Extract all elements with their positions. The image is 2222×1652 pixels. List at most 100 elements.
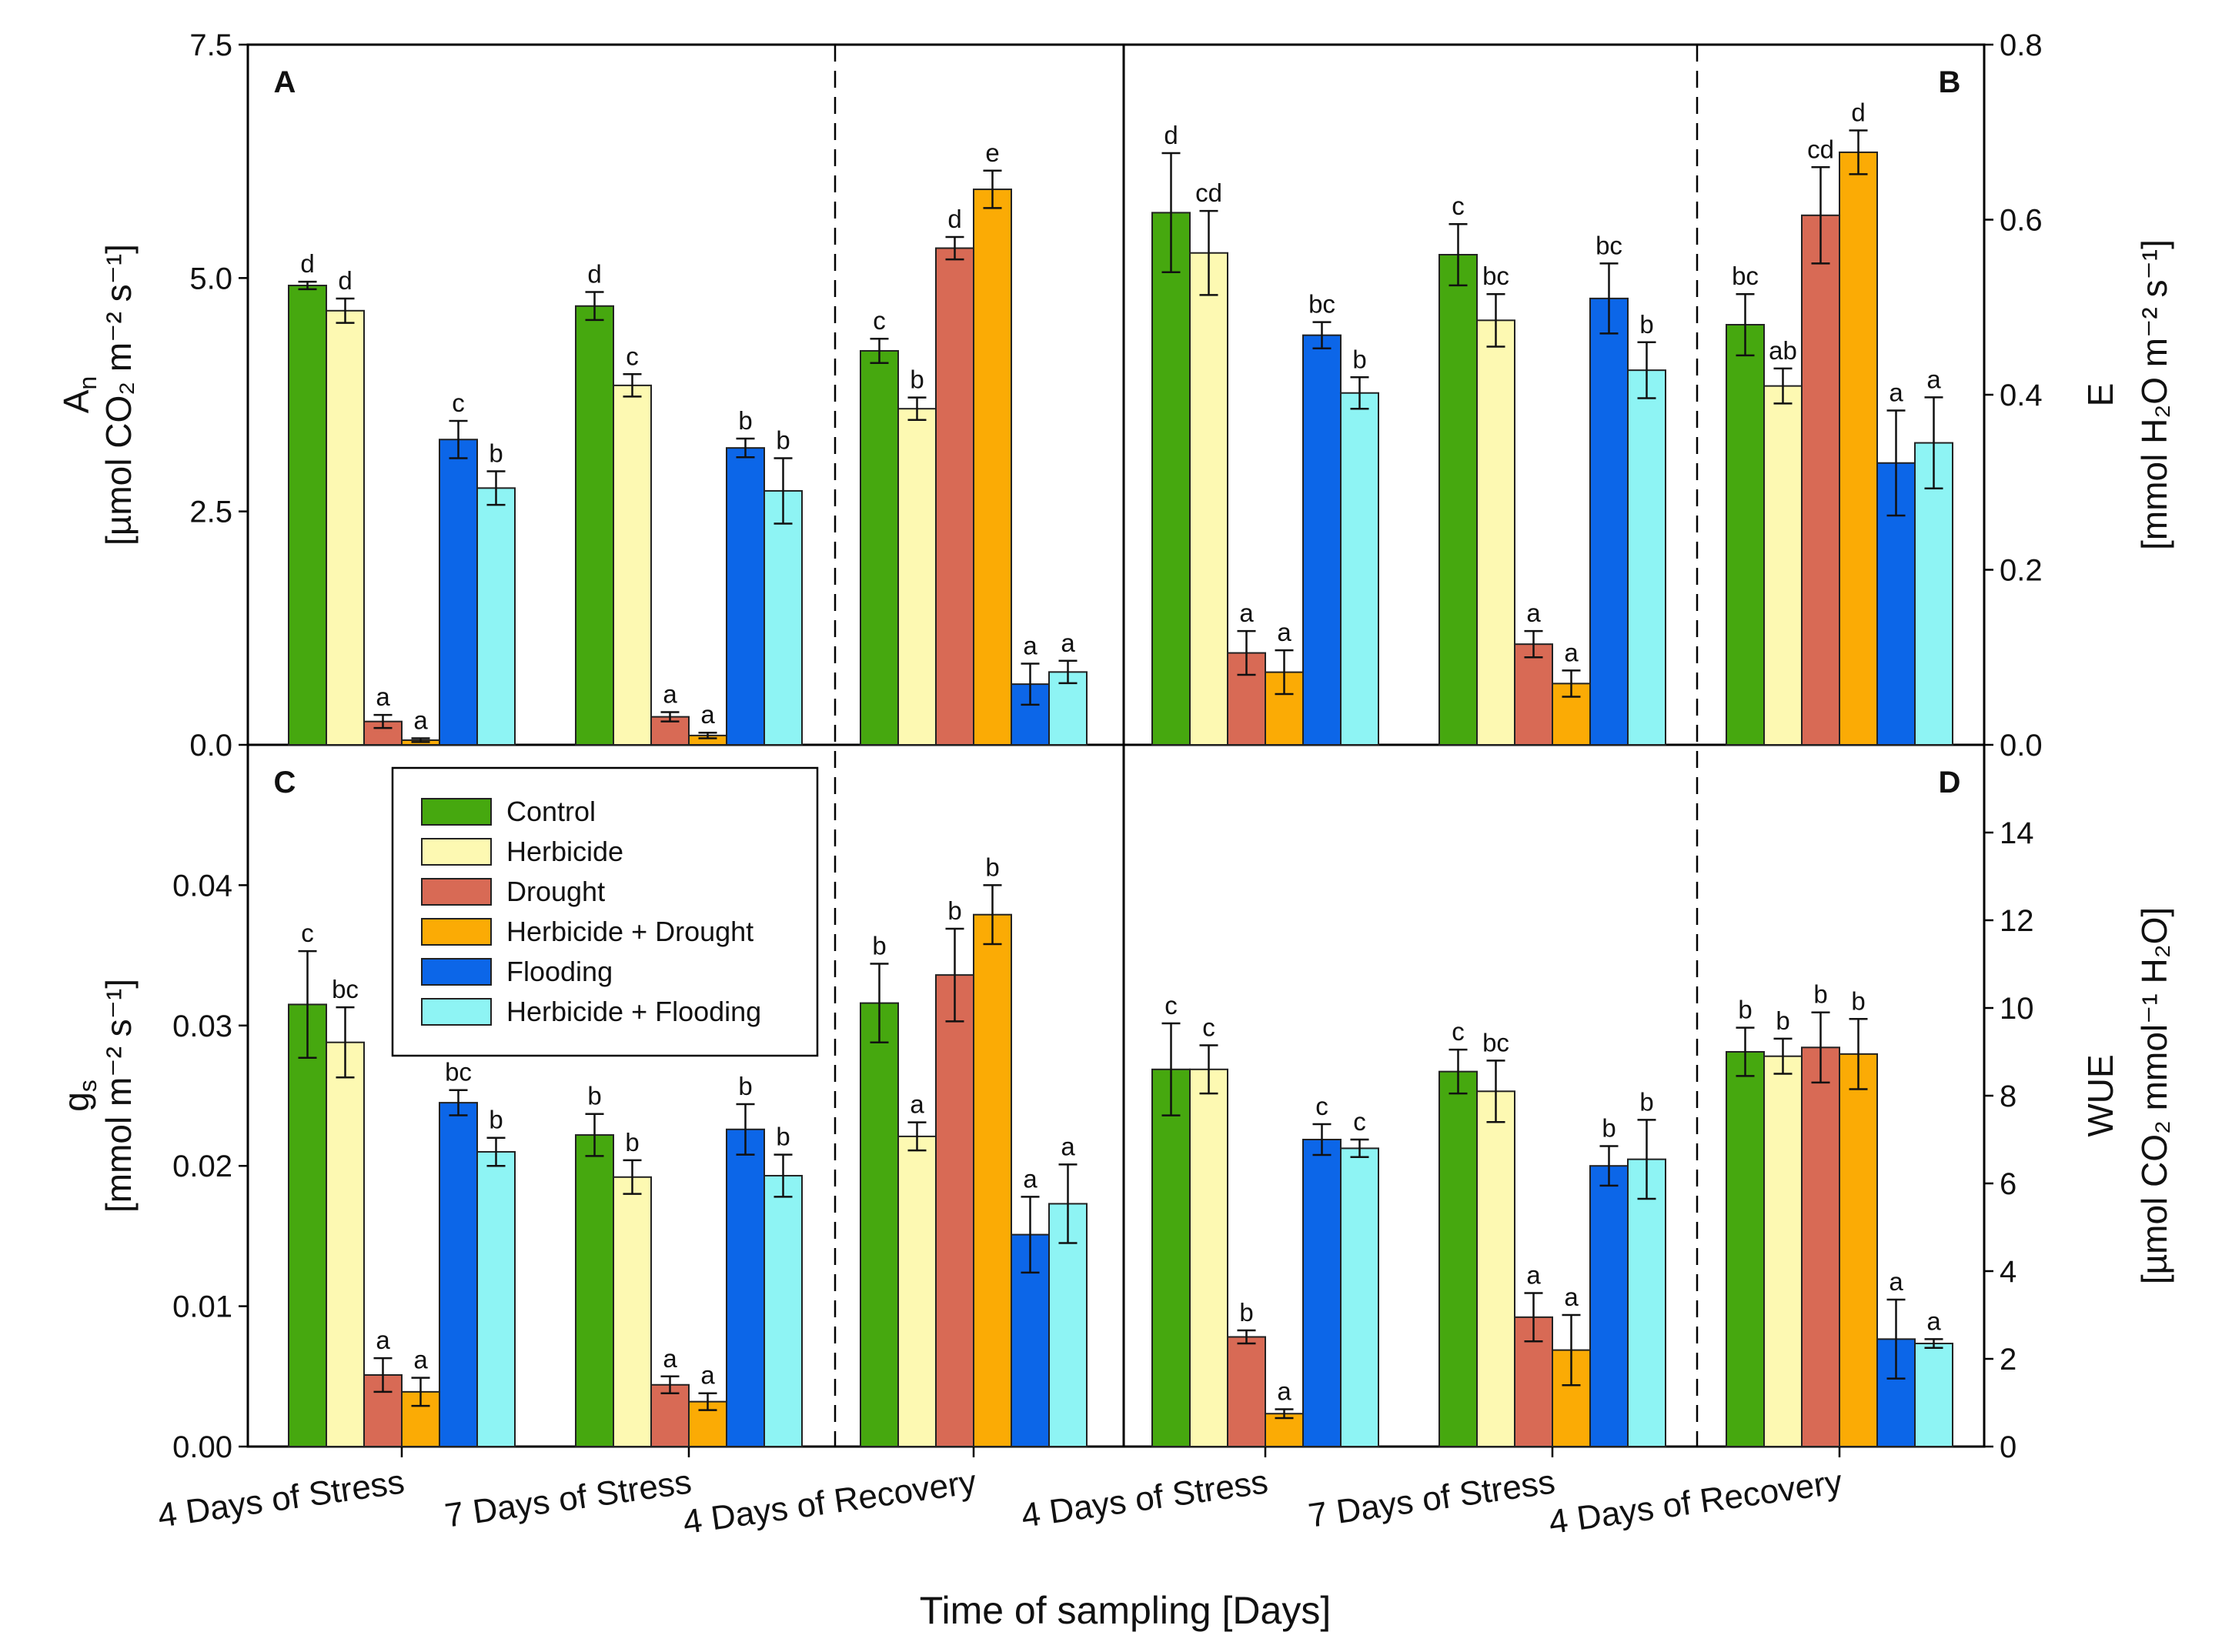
significance-letter-B: a (1277, 618, 1291, 646)
x-group-label: 4 Days of Stress (155, 1463, 406, 1534)
significance-letter-D: c (1202, 1013, 1215, 1041)
significance-letter-C: b (625, 1128, 639, 1156)
bar-C-herbicide-flooding (763, 1174, 803, 1448)
significance-letter-C: b (587, 1082, 601, 1110)
y-tick-label-A: 2.5 (189, 496, 232, 529)
significance-letter-A: c (873, 306, 886, 335)
significance-letter-D: b (1239, 1298, 1253, 1327)
significance-letter-C: b (776, 1123, 790, 1151)
significance-letter-A: a (1023, 631, 1037, 659)
significance-letter-B: ab (1769, 336, 1797, 365)
significance-letter-A: a (700, 700, 715, 729)
significance-letter-B: bc (1308, 290, 1335, 319)
bar-A-drought (935, 247, 974, 746)
y-tick-label-A: 5.0 (189, 262, 232, 295)
plot-frames (239, 43, 1993, 1457)
legend-label: Herbicide + Drought (506, 916, 753, 947)
bar-B-herbicide (1476, 319, 1515, 746)
y-tick-label-C: 0.03 (172, 1010, 232, 1043)
bar-B-control (1726, 324, 1765, 746)
x-group-label: 7 Days of Stress (1306, 1463, 1557, 1534)
y-axis-unit-D: [µmol CO₂ mmol⁻¹ H₂O] (2134, 907, 2174, 1284)
significance-letter-A: b (776, 426, 790, 455)
bar-D-herbicide-flooding (1340, 1147, 1379, 1448)
bar-C-herbicide (613, 1176, 652, 1447)
y-axis-title-D: WUE (2080, 1054, 2120, 1136)
y-tick-label-D: 8 (2000, 1080, 2017, 1113)
bar-D-drought (1801, 1046, 1840, 1448)
bar-B-control (1438, 254, 1478, 746)
panel-letter-A: A (274, 65, 296, 99)
significance-letter-C: a (376, 1326, 390, 1354)
significance-letter-D: b (1776, 1006, 1789, 1035)
y-tick-label-C: 0.01 (172, 1290, 232, 1324)
bar-A-herbicide-flooding (763, 489, 803, 746)
x-axis-title: Time of sampling [Days] (920, 1589, 1331, 1632)
bar-C-control (288, 1003, 327, 1447)
significance-letter-C: b (947, 896, 961, 925)
bar-B-herbicide-flooding (1914, 442, 1953, 746)
y-tick-label-C: 0.02 (172, 1150, 232, 1183)
significance-letter-A: a (663, 680, 677, 709)
bar-C-herbicide-flooding (1048, 1203, 1088, 1447)
significance-letter-A: b (910, 365, 924, 394)
legend-swatch (421, 878, 492, 906)
significance-letter-C: a (1061, 1132, 1075, 1160)
significance-letter-D: c (1353, 1107, 1366, 1136)
y-axis-title-B: E (2080, 383, 2120, 407)
significance-letter-B: a (1564, 638, 1579, 666)
bar-C-herbicide (897, 1135, 937, 1447)
bar-D-herbicide-drought (1839, 1053, 1878, 1447)
bar-C-herbicide-flooding (476, 1150, 516, 1447)
significance-letter-A: c (626, 342, 639, 370)
bar-B-herbicide-drought (1839, 151, 1878, 746)
legend-label: Herbicide (506, 836, 623, 867)
y-tick-label-B: 0.6 (2000, 204, 2043, 238)
x-group-label: 4 Days of Recovery (680, 1463, 978, 1541)
panel-letter-C: C (274, 766, 296, 799)
bar-C-control (860, 1002, 899, 1447)
bar-A-control (575, 305, 614, 746)
significance-letter-D: b (1639, 1087, 1653, 1116)
legend-label: Herbicide + Flooding (506, 996, 761, 1027)
legend-label: Flooding (506, 956, 613, 987)
significance-letter-C: a (413, 1346, 428, 1374)
bar-D-control (1151, 1068, 1191, 1448)
significance-letter-D: b (1738, 996, 1752, 1024)
significance-letter-D: b (1813, 980, 1827, 1009)
y-tick-label-D: 14 (2000, 816, 2034, 850)
y-tick-label-C: 0.04 (172, 869, 232, 903)
panel-letter-D: D (1939, 766, 1961, 799)
bar-B-herbicide-drought (1552, 682, 1591, 746)
bar-C-control (575, 1134, 614, 1448)
significance-letter-A: d (587, 260, 601, 289)
bar-D-drought (1227, 1336, 1266, 1447)
bar-D-flooding (1302, 1139, 1342, 1447)
y-tick-label-A: 0.0 (189, 729, 232, 763)
bar-A-control (288, 285, 327, 746)
legend-swatch (421, 918, 492, 946)
y-tick-label-D: 12 (2000, 904, 2034, 938)
significance-letter-A: e (985, 139, 999, 167)
bar-C-flooding (439, 1102, 478, 1447)
bar-C-flooding (726, 1128, 765, 1447)
significance-letter-B: c (1452, 192, 1465, 220)
bar-D-herbicide (1763, 1055, 1803, 1447)
bar-D-flooding (1589, 1165, 1629, 1447)
chart-marks (288, 129, 1953, 1448)
significance-letter-D: bc (1482, 1028, 1509, 1056)
bar-A-herbicide (613, 384, 652, 746)
significance-letter-D: b (1602, 1114, 1616, 1143)
bar-B-flooding (1589, 297, 1629, 746)
significance-letter-D: a (1564, 1283, 1579, 1311)
bar-B-herbicide-flooding (1627, 369, 1666, 746)
bar-A-herbicide (897, 408, 937, 746)
x-group-label: 4 Days of Stress (1019, 1463, 1270, 1534)
significance-letter-A: a (413, 706, 428, 735)
bar-D-control (1438, 1070, 1478, 1448)
bar-D-herbicide-flooding (1914, 1343, 1953, 1448)
significance-letter-A: d (300, 249, 314, 278)
legend-label: Drought (506, 876, 605, 907)
